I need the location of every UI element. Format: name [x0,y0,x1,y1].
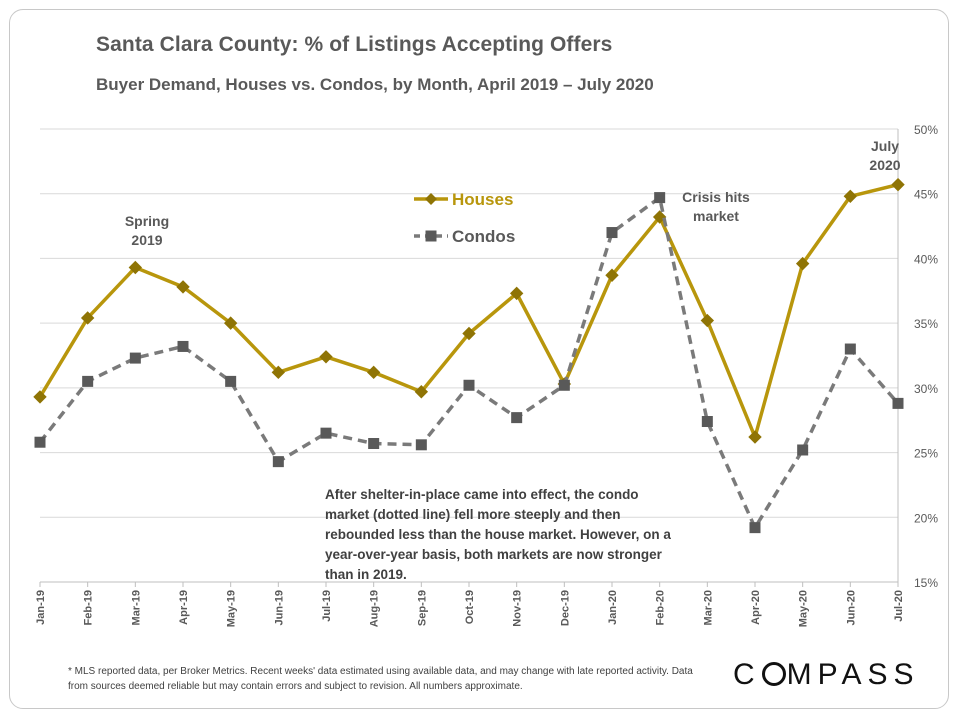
x-tick-label: Feb-20 [655,590,667,625]
annotation-july-2020: 2020 [869,157,900,173]
y-tick-label: 20% [914,511,938,525]
annotation-crisis: Crisis hits [682,189,750,205]
x-tick-label: Mar-19 [130,590,142,625]
annotation-note-line: than in 2019. [325,567,407,582]
annotation-note-line: market (dotted line) fell more steeply a… [325,507,621,522]
x-tick-label: Jan-20 [607,590,619,625]
data-point-condos [606,227,618,239]
data-point-condos [892,397,904,409]
y-tick-label: 25% [914,447,938,461]
annotation-note-line: year-over-year basis, both markets are n… [325,547,663,562]
x-tick-label: Dec-19 [559,590,571,626]
data-point-condos [225,375,237,387]
data-point-houses [795,256,810,271]
data-point-condos [82,375,94,387]
annotation-note-line: rebounded less than the house market. Ho… [325,527,671,542]
data-point-houses [700,313,715,328]
x-tick-label: May-19 [226,590,238,627]
data-point-houses [605,268,619,282]
y-tick-label: 15% [914,576,938,590]
data-point-houses [748,430,762,444]
annotation-july-2020: July [871,138,899,154]
x-tick-label: Nov-19 [512,590,524,627]
x-tick-label: Jan-19 [35,590,47,625]
x-tick-label: Jul-20 [893,590,905,622]
data-point-houses [33,390,47,404]
data-point-houses [80,311,95,325]
annotation-note-line: After shelter-in-place came into effect,… [325,487,639,502]
x-tick-label: Mar-20 [702,590,714,625]
data-point-condos [844,343,856,355]
data-point-houses [271,365,286,380]
data-point-houses [223,316,238,330]
legend-marker [425,193,437,205]
x-tick-label: Feb-19 [83,590,95,625]
data-point-houses [462,326,476,341]
series-line-condos [38,195,900,530]
data-point-condos [511,412,523,424]
data-point-condos [415,439,427,451]
annotation-spring-2019: Spring [125,213,169,229]
x-tick-label: Jun-20 [845,590,857,625]
data-point-condos [654,192,666,204]
annotation-crisis: market [693,208,739,224]
data-point-condos [177,340,189,352]
data-point-condos [797,444,809,456]
data-point-houses [891,177,905,192]
data-point-condos [320,427,332,439]
legend-label-condos: Condos [452,227,515,246]
chart-title: Santa Clara County: % of Listings Accept… [96,33,613,56]
x-tick-label: Apr-19 [178,590,190,625]
y-tick-label: 40% [914,252,938,266]
x-tick-label: Oct-19 [464,590,476,624]
data-point-houses [366,365,381,380]
data-point-condos [129,352,141,364]
legend-label-houses: Houses [452,190,513,209]
chart-card [9,9,949,709]
x-tick-label: Jun-19 [273,590,285,625]
x-tick-label: Apr-20 [750,590,762,625]
data-point-houses [176,280,190,294]
compass-logo: C MPASS [733,658,920,691]
data-point-houses [414,385,429,399]
x-tick-label: Jul-19 [321,590,333,622]
chart-subtitle: Buyer Demand, Houses vs. Condos, by Mont… [96,75,654,94]
footnote: * MLS reported data, per Broker Metrics.… [68,666,693,692]
x-tick-label: Sep-19 [416,590,428,626]
y-tick-label: 50% [914,123,938,137]
data-point-condos [463,379,475,391]
data-point-condos [558,379,570,391]
data-point-condos [368,438,380,450]
data-point-houses [843,189,858,204]
x-tick-label: May-20 [798,590,810,627]
data-point-condos [34,436,46,448]
data-point-condos [701,416,713,428]
data-point-houses [319,350,333,364]
data-point-houses [509,286,524,301]
y-tick-label: 30% [914,382,938,396]
data-point-houses [128,260,143,275]
data-point-condos [749,522,761,534]
y-tick-label: 45% [914,188,938,202]
x-tick-label: Aug-19 [369,590,381,627]
y-tick-label: 35% [914,317,938,331]
annotation-spring-2019: 2019 [131,232,162,248]
legend-marker [425,230,437,242]
data-point-condos [272,456,284,468]
